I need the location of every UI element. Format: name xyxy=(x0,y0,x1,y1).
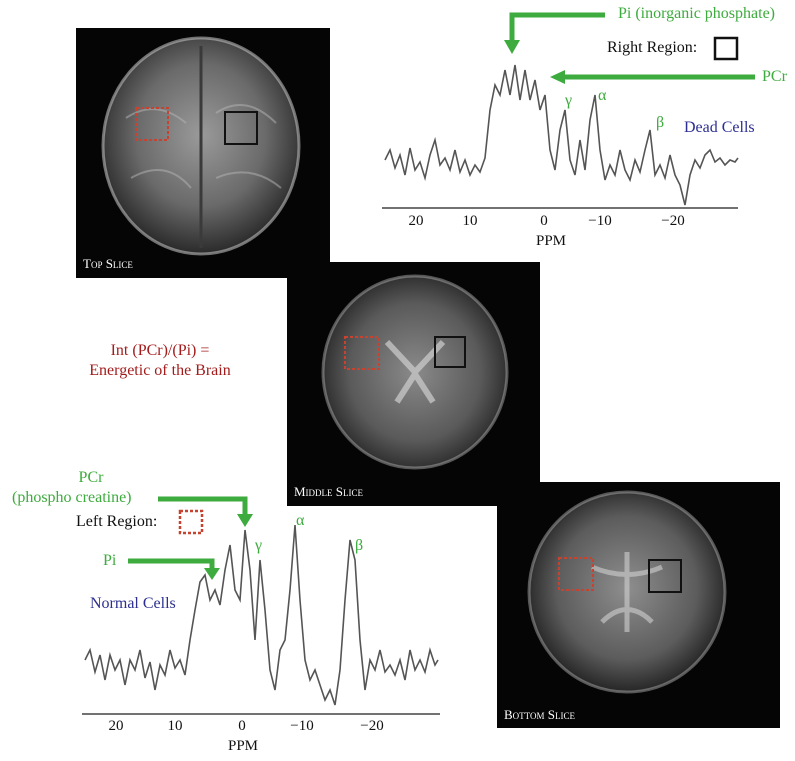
bottom-slice-label: Bottom Slice xyxy=(504,707,575,722)
right-pi-arrow xyxy=(509,12,605,40)
left-pcr-label-line2: (phospho creatine) xyxy=(12,489,132,506)
right-pcr-label: PCr xyxy=(762,68,787,85)
right-gamma-label: γ xyxy=(565,92,573,109)
brain-scan-bottom xyxy=(527,490,727,694)
top-slice-label: Top Slice xyxy=(83,256,133,271)
right-region-icon xyxy=(713,36,739,61)
right-x-axis-label: PPM xyxy=(536,233,567,249)
right-alpha-label: α xyxy=(598,87,607,104)
left-pi-label: Pi xyxy=(103,552,117,569)
right-pi-label: Pi (inorganic phosphate) xyxy=(618,5,776,22)
right-region-box xyxy=(434,336,466,368)
right-tick: 0 xyxy=(540,213,548,229)
left-region-label: Left Region: xyxy=(76,513,158,530)
left-pcr-label-line1: PCr xyxy=(78,469,104,486)
left-tick: −20 xyxy=(360,718,384,734)
right-beta-label: β xyxy=(656,114,665,131)
right-tick: 20 xyxy=(408,213,424,229)
top-slice-image: Top Slice xyxy=(76,28,330,278)
brain-scan-top xyxy=(101,36,301,256)
left-tick: −10 xyxy=(290,718,314,734)
left-region-icon xyxy=(178,509,204,535)
formula-line-2: Energetic of the Brain xyxy=(89,362,231,379)
right-tick: −10 xyxy=(588,213,612,229)
left-beta-label: β xyxy=(355,537,364,554)
right-region-label: Right Region: xyxy=(607,39,698,56)
left-region-box xyxy=(135,107,169,141)
left-tick: 10 xyxy=(167,718,183,734)
left-region-box xyxy=(558,557,594,591)
middle-slice-label: Middle Slice xyxy=(294,484,364,499)
left-pi-arrow xyxy=(128,558,215,568)
brain-scan-middle xyxy=(321,274,509,470)
formula-line-1: Int (PCr)/(Pi) = xyxy=(110,342,210,359)
left-gamma-label: γ xyxy=(255,537,263,554)
left-x-axis-label: PPM xyxy=(228,738,259,754)
right-tick: −20 xyxy=(661,213,685,229)
bottom-slice-image: Bottom Slice xyxy=(497,482,780,728)
right-cells-label: Dead Cells xyxy=(684,119,755,136)
right-region-box xyxy=(224,111,258,145)
left-cells-label: Normal Cells xyxy=(90,595,176,612)
right-region-box xyxy=(648,559,682,593)
left-pcr-arrow xyxy=(158,496,248,514)
middle-slice-image: Middle Slice xyxy=(287,262,540,506)
left-alpha-label: α xyxy=(296,512,305,529)
left-tick: 0 xyxy=(238,718,246,734)
right-tick: 10 xyxy=(462,213,478,229)
left-tick: 20 xyxy=(108,718,124,734)
left-region-box xyxy=(344,336,380,370)
